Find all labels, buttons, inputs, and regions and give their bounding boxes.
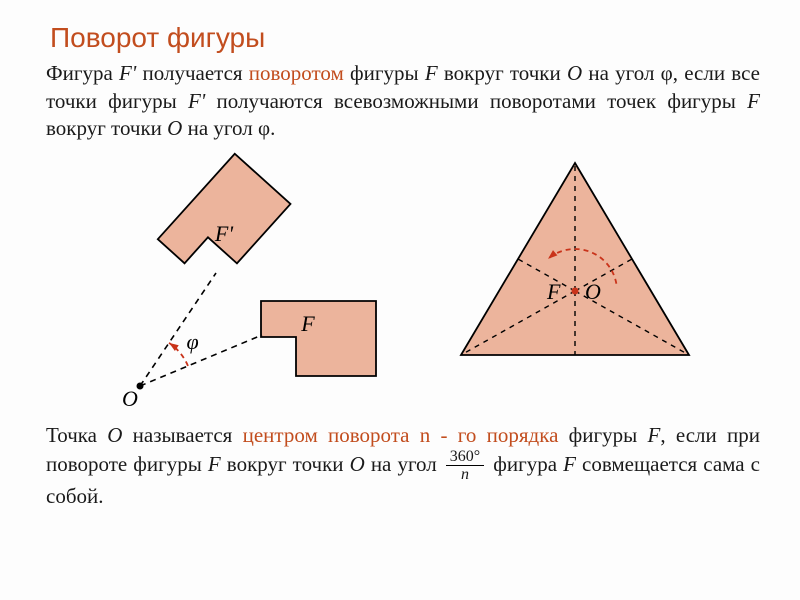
figure-row: FF'Oφ FO	[46, 151, 760, 416]
p2-t1: Точка	[46, 423, 107, 447]
p2-f2: F	[208, 452, 221, 476]
p1-fprime: F'	[119, 61, 136, 85]
p1-t7: вокруг точки	[46, 116, 167, 140]
fraction: 360°n	[446, 449, 484, 483]
svg-text:F: F	[546, 279, 561, 304]
frac-den: n	[446, 466, 484, 483]
p2-o: O	[107, 423, 122, 447]
p1-fp2: F'	[188, 89, 205, 113]
p2-t5: вокруг точки	[221, 452, 350, 476]
p2-t2: называется	[122, 423, 242, 447]
p1-f: F	[425, 61, 438, 85]
p2-t3: фигуры	[558, 423, 647, 447]
p1-o: O	[567, 61, 582, 85]
p1-t4: вокруг точки	[438, 61, 567, 85]
frac-num: 360°	[446, 449, 484, 466]
p2-f: F	[648, 423, 661, 447]
p2-red: центром поворота n - го порядка	[243, 423, 559, 447]
page-title: Поворот фигуры	[50, 22, 760, 54]
svg-text:φ: φ	[186, 329, 198, 354]
p1-t6: получаются всевозможными поворотами точе…	[205, 89, 747, 113]
p2-t7: фигура	[487, 452, 563, 476]
left-diagram: F F' Oφ	[86, 151, 426, 411]
p2-f3: F	[563, 452, 576, 476]
svg-text:O: O	[585, 279, 601, 304]
p1-t3: фигуры	[344, 61, 425, 85]
right-diagram: FO	[445, 155, 705, 405]
p2-o2: O	[350, 452, 365, 476]
p2-t6: на угол	[365, 452, 443, 476]
p1-f2: F	[747, 89, 760, 113]
paragraph-2: Точка O называется центром поворота n - …	[46, 422, 760, 511]
p1-t2: получается	[136, 61, 248, 85]
svg-text:F: F	[300, 311, 315, 336]
p1-t8: на угол φ.	[182, 116, 275, 140]
p1-o2: O	[167, 116, 182, 140]
svg-text:O: O	[122, 386, 138, 411]
paragraph-1: Фигура F' получается поворотом фигуры F …	[46, 60, 760, 143]
p1-red: поворотом	[249, 61, 344, 85]
p1-t1: Фигура	[46, 61, 119, 85]
svg-text:F': F'	[214, 221, 233, 246]
